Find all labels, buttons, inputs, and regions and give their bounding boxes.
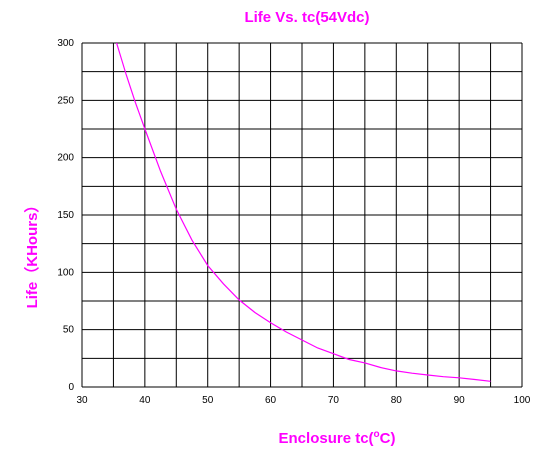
tick-labels: 30 40 50 60 70 80 90 100 0 50 100 150 200 250 300 (57, 38, 530, 406)
x-tick-label: 30 (76, 395, 88, 406)
y-tick-label: 0 (68, 382, 74, 393)
y-tick-label: 50 (63, 325, 75, 336)
x-axis-label-sup: o (374, 429, 380, 440)
y-tick-label: 300 (57, 38, 74, 49)
life-curve (116, 42, 491, 382)
x-tick-label: 90 (454, 395, 466, 406)
y-tick-label: 100 (57, 267, 74, 278)
y-tick-label: 150 (57, 210, 74, 221)
x-tick-label: 60 (265, 395, 277, 406)
y-axis-label: Life（KHours） (23, 198, 41, 309)
x-axis-label: Enclosure tc(oC) (279, 429, 396, 447)
x-axis-label-tail: C) (380, 430, 396, 447)
grid (81, 42, 523, 388)
chart-title: Life Vs. tc(54Vdc) (244, 9, 369, 26)
x-tick-label: 100 (514, 395, 531, 406)
x-tick-label: 80 (391, 395, 403, 406)
x-tick-label: 40 (139, 395, 151, 406)
y-tick-label: 250 (57, 95, 74, 106)
x-tick-label: 70 (328, 395, 340, 406)
y-tick-label: 200 (57, 153, 74, 164)
x-tick-label: 50 (202, 395, 214, 406)
x-axis-label-main: Enclosure tc( (279, 430, 374, 447)
